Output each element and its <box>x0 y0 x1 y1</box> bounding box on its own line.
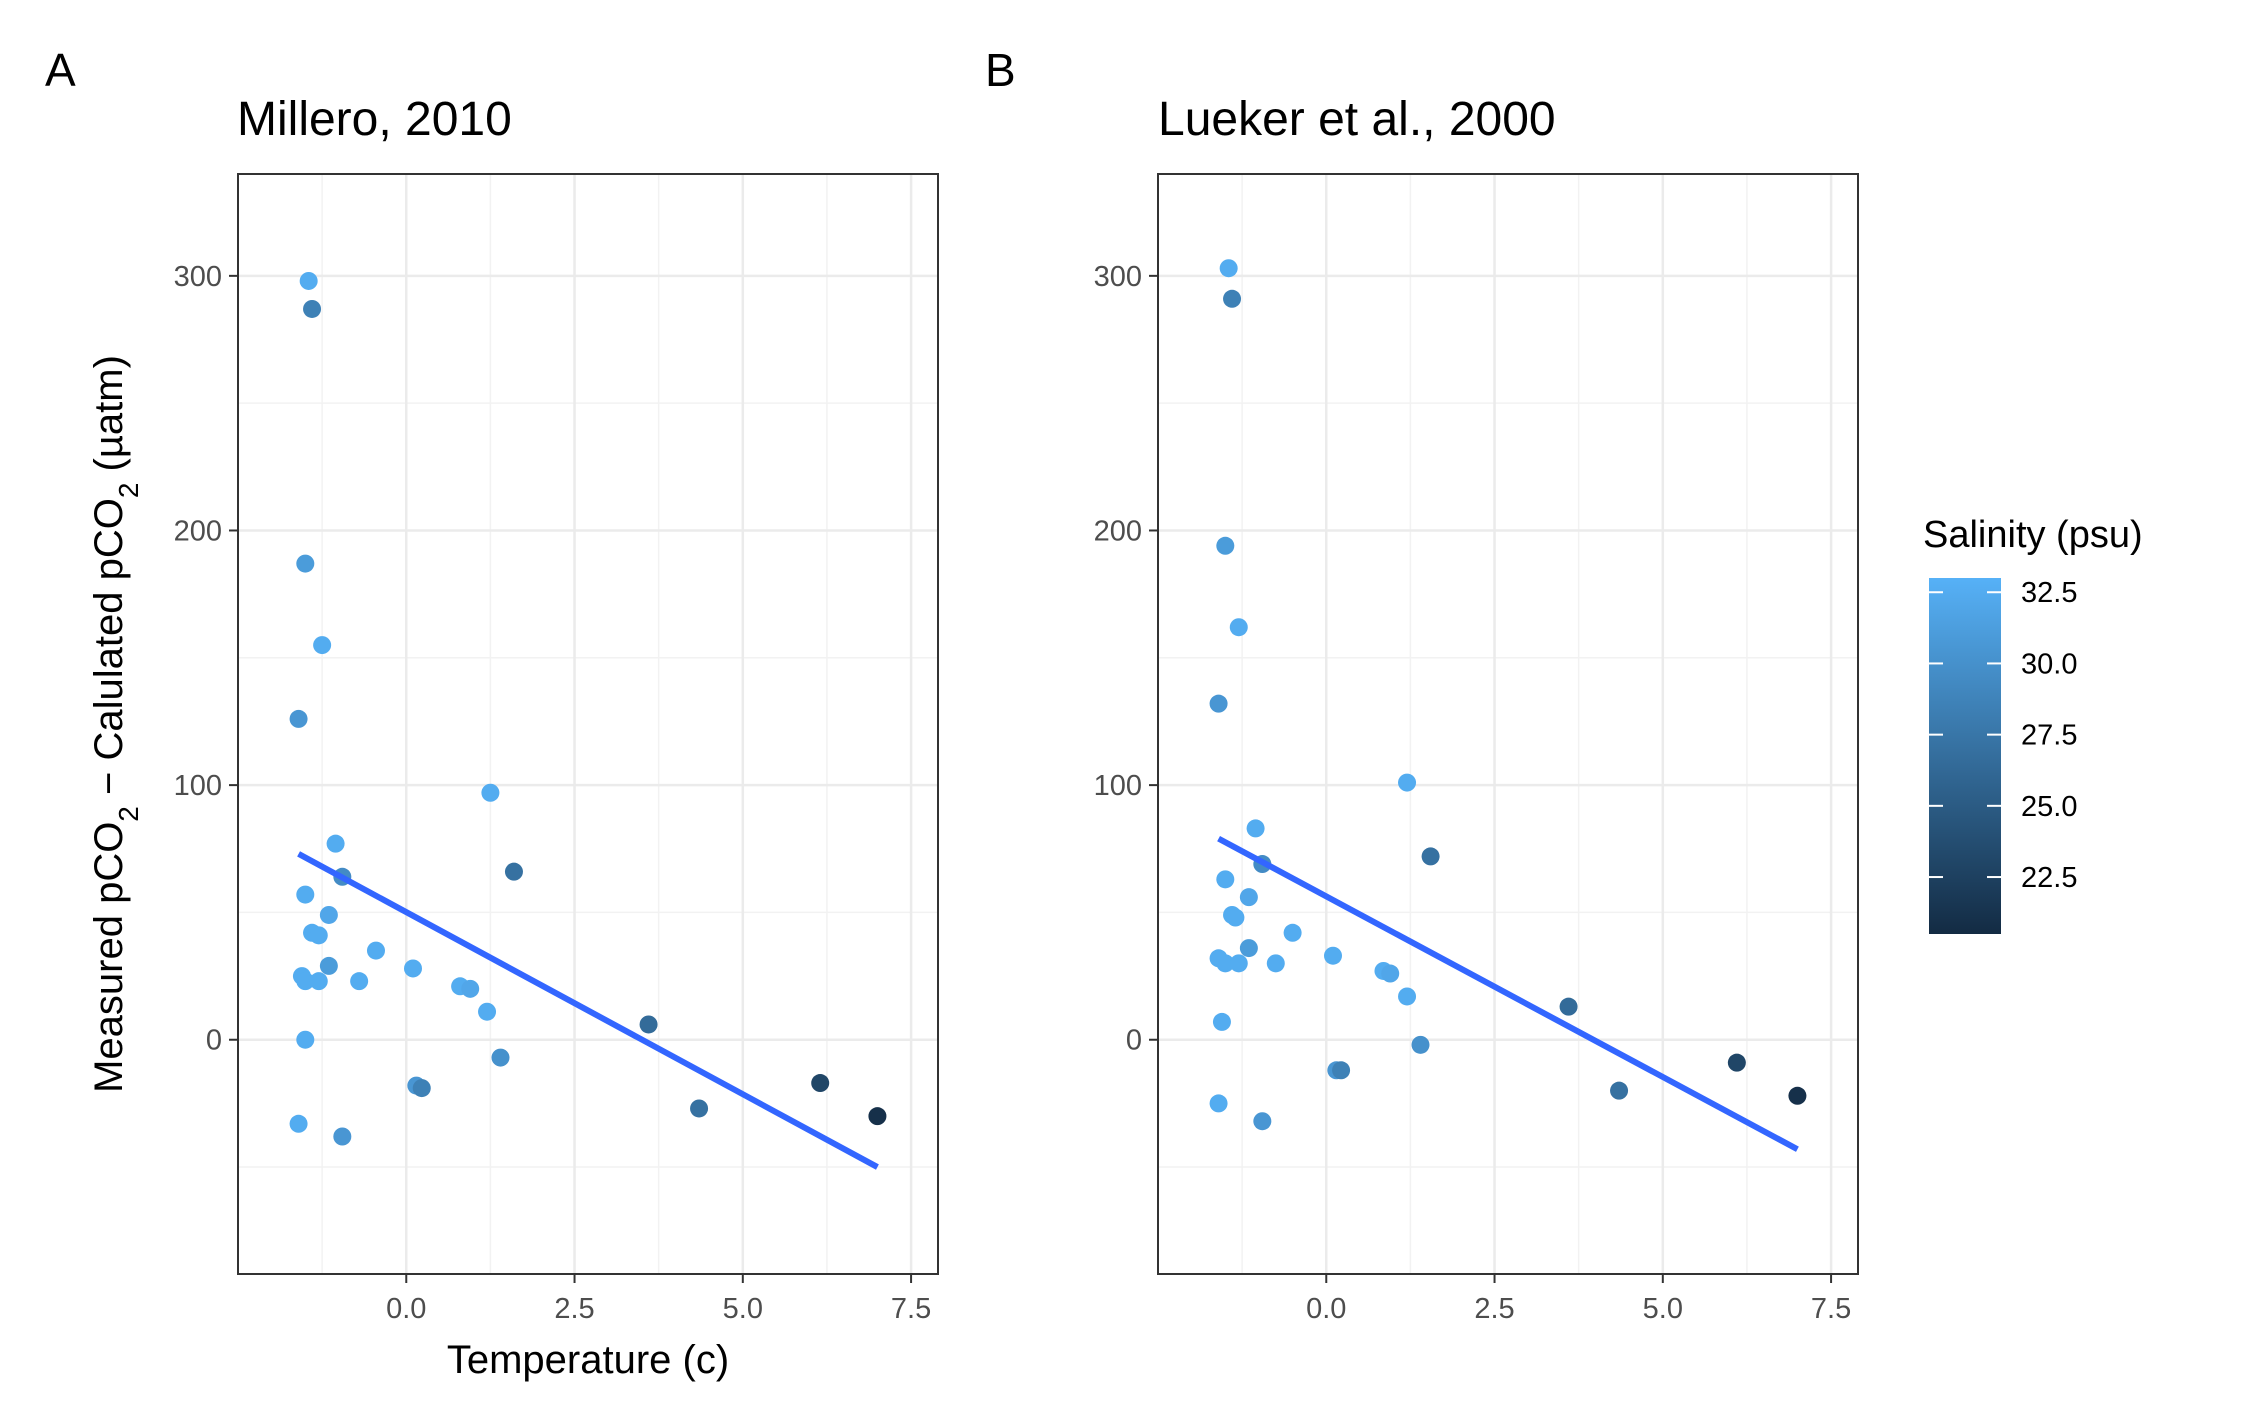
legend-colorbar <box>1929 578 2001 934</box>
y-tick-label: 200 <box>1094 515 1142 547</box>
plot-background <box>1158 174 1858 1274</box>
y-tick-label: 0 <box>206 1025 222 1057</box>
trend-line <box>297 851 879 1170</box>
data-point <box>1398 773 1417 792</box>
data-point <box>313 636 332 655</box>
x-tick-label: 0.0 <box>1306 1293 1346 1325</box>
data-point <box>1788 1086 1807 1105</box>
data-point <box>309 972 328 991</box>
chart-title: Lueker et al., 2000 <box>1158 93 1556 146</box>
data-point <box>868 1107 887 1126</box>
plot-background <box>238 174 938 1274</box>
legend-tick-label: 30.0 <box>2021 648 2077 680</box>
y-tick-label: 200 <box>174 515 222 547</box>
data-point <box>1216 870 1235 889</box>
y-tick-label: 100 <box>174 770 222 802</box>
data-point <box>1332 1061 1351 1080</box>
legend-tick-label: 22.5 <box>2021 862 2077 894</box>
x-tick-label: 0.0 <box>386 1293 426 1325</box>
data-point <box>461 979 480 998</box>
x-tick-label: 7.5 <box>891 1293 931 1325</box>
data-point <box>1381 964 1400 983</box>
y-tick-label: 300 <box>1094 261 1142 293</box>
data-point <box>1727 1053 1746 1072</box>
y-tick-label: 0 <box>1126 1025 1142 1057</box>
data-point <box>1398 987 1417 1006</box>
data-point <box>1223 289 1242 308</box>
panel-label: A <box>45 44 76 96</box>
data-point <box>1239 939 1258 958</box>
data-point <box>478 1002 497 1021</box>
x-tick-label: 2.5 <box>554 1293 594 1325</box>
data-point <box>296 885 315 904</box>
data-point <box>412 1079 431 1098</box>
panel-label: B <box>985 44 1016 96</box>
data-point <box>1229 618 1248 637</box>
x-tick-label: 2.5 <box>1474 1293 1514 1325</box>
data-point <box>326 834 345 853</box>
chart-panel-a: 0 100 200 300 0.0 2.5 5.0 7.5 A Millero, 2010 Temp… <box>45 44 939 1382</box>
x-tick-label: 5.0 <box>1643 1293 1683 1325</box>
data-point <box>1209 694 1228 713</box>
data-point <box>296 1030 315 1049</box>
y-axis-title: Measured pCO2 − Calulated pCO2 (µatm) <box>87 355 144 1093</box>
chart-title: Millero, 2010 <box>237 93 512 146</box>
data-point <box>303 299 322 318</box>
data-point <box>296 972 315 991</box>
data-point <box>481 783 500 802</box>
data-point <box>299 271 318 290</box>
legend-tick-label: 27.5 <box>2021 720 2077 752</box>
data-point <box>366 941 385 960</box>
panel-border <box>237 173 939 1275</box>
data-point <box>1229 954 1248 973</box>
data-point <box>1411 1035 1430 1054</box>
data-point <box>1246 819 1265 838</box>
legend-title: Salinity (psu) <box>1923 514 2143 556</box>
data-point <box>309 926 328 945</box>
data-point <box>319 956 338 975</box>
data-point <box>504 862 523 881</box>
data-point <box>404 959 422 978</box>
data-point <box>690 1099 709 1118</box>
data-point <box>1610 1081 1629 1100</box>
data-point <box>491 1048 510 1067</box>
data-point <box>1283 923 1302 942</box>
data-point <box>1266 954 1285 973</box>
trend-line <box>1217 835 1799 1152</box>
panel-border <box>1157 173 1859 1275</box>
data-point <box>1219 259 1238 278</box>
y-tick-label: 100 <box>1094 770 1142 802</box>
data-point <box>1253 1112 1272 1131</box>
x-tick-label: 5.0 <box>723 1293 763 1325</box>
data-point <box>289 1114 308 1133</box>
data-point <box>350 972 369 991</box>
data-point <box>1226 908 1245 927</box>
data-point <box>333 1127 352 1146</box>
legend-tick-label: 25.0 <box>2021 791 2077 823</box>
data-point <box>1239 888 1258 907</box>
y-tick-label: 300 <box>174 261 222 293</box>
data-point <box>1212 1012 1231 1031</box>
x-tick-label: 7.5 <box>1811 1293 1851 1325</box>
data-point <box>1216 536 1235 555</box>
data-point <box>296 554 315 573</box>
chart-panel-b: 0 100 200 300 0.0 2.5 5.0 7.5 B Lueker et al., 20… <box>985 44 1859 1325</box>
x-axis-title: Temperature (c) <box>447 1338 729 1382</box>
legend-tick-label: 32.5 <box>2021 577 2077 609</box>
data-point <box>1209 1094 1228 1113</box>
data-point <box>1559 997 1578 1016</box>
data-point <box>1216 954 1235 973</box>
salinity-legend: Salinity (psu) 22.5 25.0 27.5 30.0 32.5 <box>1923 514 2143 934</box>
data-point <box>811 1074 830 1093</box>
data-point <box>1421 847 1440 866</box>
data-point <box>289 709 308 728</box>
data-point <box>319 905 338 924</box>
data-point <box>1324 946 1342 965</box>
data-point <box>639 1015 658 1034</box>
